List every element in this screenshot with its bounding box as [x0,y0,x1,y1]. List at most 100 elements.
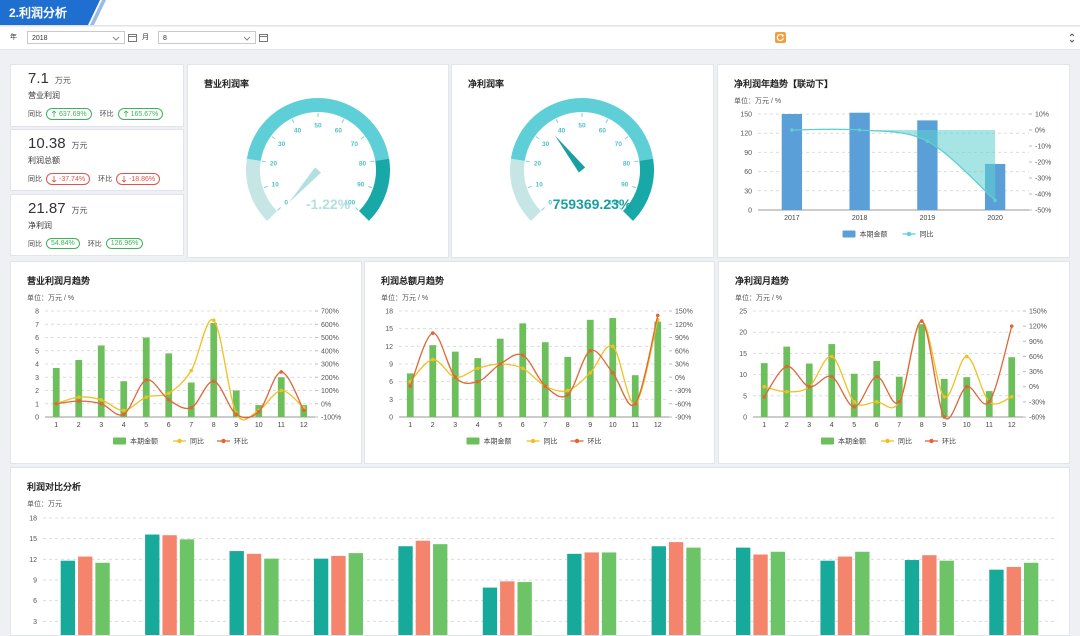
bar [429,345,437,417]
y2-tick-label: 100% [321,388,339,395]
kpi-unit: 万元 [54,76,71,85]
gauge-tick-label: 80 [359,160,367,167]
kpi-value-row: 21.87 万元 [28,200,88,218]
bar [95,562,110,635]
compare-pill: 54.84% [46,238,80,249]
bar [989,569,1004,635]
line-point [121,408,126,413]
kpi-card: 7.1 万元 营业利润 同比 637.69% 环比 165.67% [10,64,184,127]
gauge-tick-label: 20 [534,160,542,167]
x-tick-label: 6 [521,422,525,429]
y2-tick-label: -40% [1035,192,1051,199]
x-tick-label: 7 [897,422,901,429]
line-point [76,395,81,399]
bar [500,581,515,635]
line-point [279,370,284,374]
arrow-shape [51,110,57,117]
compare-label: 环比 [87,240,102,248]
month-label: 月 [142,34,149,41]
x-tick-label: 5 [498,422,502,429]
y2-tick-label: -90% [675,415,691,422]
x-tick-label: 3 [99,422,103,429]
calendar-icon[interactable] [128,33,137,42]
gauge-value: 759369.23% [553,196,632,212]
bar [120,381,128,417]
line-point [99,397,104,402]
card: 营业利润月趋势 单位：万元 / % 0 1 2 3 4 5 6 7 8 -100% 0% 100% 200%… [10,261,362,464]
legend-swatch [821,437,834,445]
trend-arrow [121,176,127,183]
gauge-tick [555,118,559,124]
y-tick-label: 9 [33,578,37,585]
legend-swatch [466,437,480,445]
legend-swatch-dot [574,438,580,444]
gauge-tick [525,160,530,163]
trend-arrow [51,176,57,183]
x-tick-label: 2 [431,422,435,429]
y2-tick-label: 10% [1035,112,1049,119]
bar [331,555,346,635]
gauge-tick [605,118,609,124]
bar [736,547,751,635]
x-tick-label: 1 [408,422,412,429]
x-tick-label: 11 [278,422,285,429]
line [764,320,1012,409]
y2-tick-label: -30% [1035,176,1051,183]
compare-pill: 637.69% [46,108,92,120]
y-tick-label: 15 [739,351,747,358]
x-tick-label: 8 [566,422,570,429]
y-tick-label: 9 [389,362,393,369]
month-select[interactable]: 8 [158,31,256,44]
y-tick-label: 0 [389,415,393,422]
line-point [54,401,59,406]
y-tick-label: 3 [35,375,39,382]
line-point [993,198,997,203]
compare-pill: -18.86% [116,173,161,185]
x-tick-label: 2 [77,422,81,429]
bar [783,346,791,417]
gauge-band [510,158,541,221]
line-point [211,318,216,323]
bar [601,552,617,635]
y2-tick-label: 30% [1029,369,1043,376]
compare-pill: -37.74% [46,173,91,185]
line-point [762,395,767,399]
gauge-tick [360,136,365,140]
x-tick-label: 2019 [920,215,936,222]
bar [482,587,498,635]
arrow-shape [121,176,127,183]
refresh-button[interactable] [775,32,786,43]
year-select[interactable]: 2018 [27,31,125,44]
y-tick-label: 2 [35,388,39,395]
gauge-band [246,98,390,161]
x-tick-label: 12 [654,422,662,429]
bar [415,540,431,635]
page-title: 2.利润分析 [9,5,67,20]
line-point [301,408,306,413]
kpi-unit: 万元 [71,141,88,150]
y2-tick-label: -60% [1029,415,1045,422]
legend-label: 环比 [234,437,248,446]
spinner[interactable] [1069,32,1075,44]
calendar-icon[interactable] [259,33,268,42]
kpi-label: 利润总额 [28,156,60,165]
y2-tick-label: 400% [321,348,339,355]
gauge-pointer [554,135,586,173]
y2-tick-label: 0% [1035,128,1045,135]
line [56,319,305,421]
bar [97,345,105,417]
compare-label: 同比 [28,176,42,183]
compare-value: 54.84% [51,240,75,247]
bar [609,318,617,417]
bar [496,338,504,417]
y-tick-label: 10 [739,372,747,379]
gauge-tick [263,185,268,189]
x-tick-label: 12 [1008,422,1016,429]
line-point [807,384,812,389]
gauge-tick-label: 60 [599,127,607,134]
x-tick-label: 9 [234,422,238,429]
gauge-tick [527,185,532,189]
